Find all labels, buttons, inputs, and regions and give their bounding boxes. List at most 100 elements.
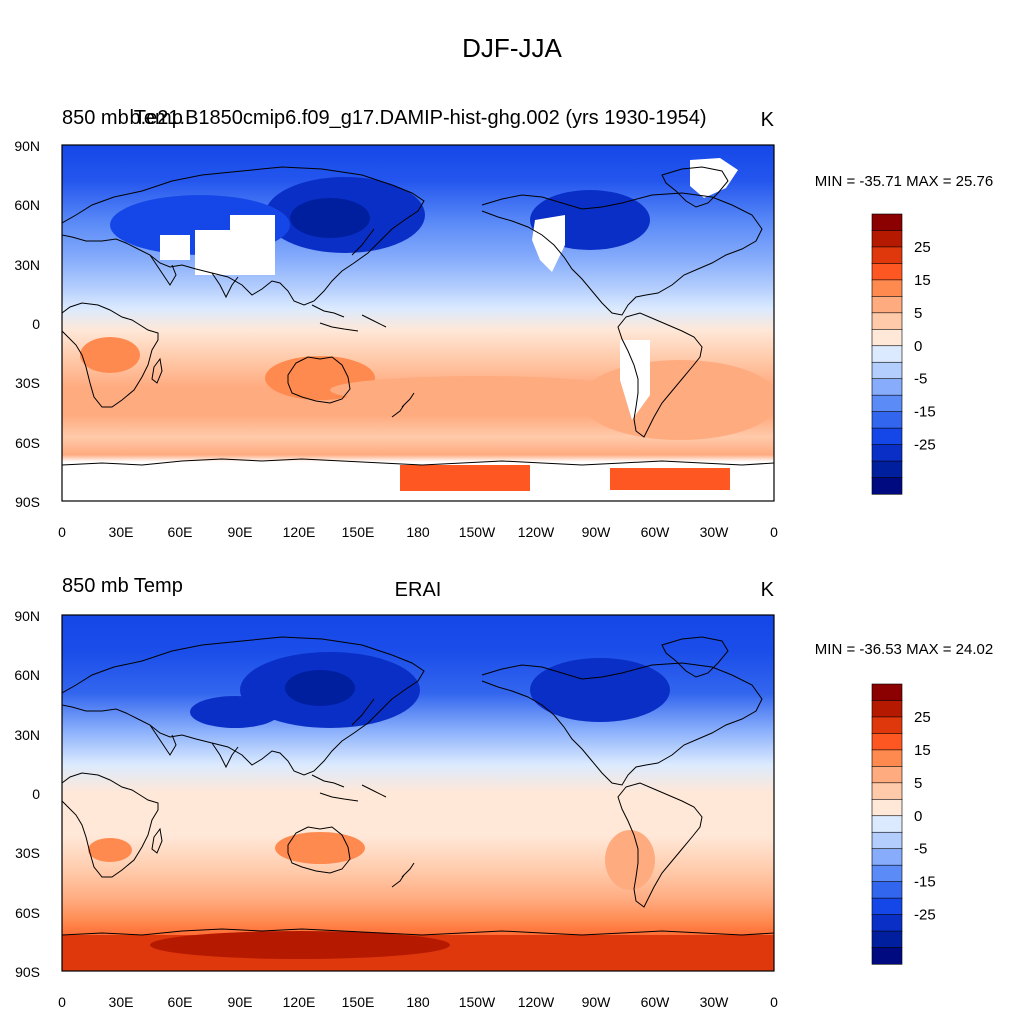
panel-2: 850 mb Temp ERAI K 90N 60N 30N 0 30S 60S… bbox=[14, 575, 993, 1010]
colorbar-swatch bbox=[871, 361, 903, 380]
colorbar-swatch bbox=[871, 460, 903, 479]
x-tick-label: 180 bbox=[406, 994, 430, 1010]
x-tick-label: 150E bbox=[342, 994, 375, 1010]
colorbar-swatch bbox=[871, 312, 903, 330]
y-tick-label: 30N bbox=[14, 727, 40, 743]
colorbar-swatch bbox=[871, 848, 903, 866]
colorbar-label: 15 bbox=[914, 272, 931, 289]
colorbar-label: 15 bbox=[914, 742, 931, 759]
colorbar-swatch bbox=[871, 766, 903, 784]
panel-1-colorbar: 25 15 5 0 -5 -15 -25 bbox=[871, 213, 936, 495]
y-tick-label: 60N bbox=[14, 667, 40, 683]
x-tick-label: 90W bbox=[582, 524, 612, 540]
x-tick-label: 30E bbox=[109, 524, 134, 540]
colorbar-label: -15 bbox=[914, 874, 936, 891]
panel-1-center-title: b.e21.B1850cmip6.f09_g17.DAMIP-hist-ghg.… bbox=[129, 107, 706, 129]
colorbar-swatch bbox=[871, 296, 903, 314]
panel-1-x-ticks: 0 30E 60E 90E 120E 150E 180 150W 120W 90… bbox=[58, 524, 778, 540]
x-tick-label: 120E bbox=[283, 524, 316, 540]
colorbar-swatch bbox=[871, 444, 903, 462]
y-tick-label: 0 bbox=[32, 316, 40, 332]
x-tick-label: 0 bbox=[770, 524, 778, 540]
colorbar-swatch bbox=[871, 881, 903, 899]
x-tick-label: 120E bbox=[283, 994, 316, 1010]
y-tick-label: 60S bbox=[15, 905, 40, 921]
panel-1-y-ticks: 90N 60N 30N 0 30S 60S 90S bbox=[14, 138, 40, 510]
y-tick-label: 90N bbox=[14, 608, 40, 624]
colorbar-swatch bbox=[871, 427, 903, 446]
x-tick-label: 30W bbox=[700, 524, 730, 540]
panel-1-frame bbox=[61, 144, 775, 502]
figure-title: DJF-JJA bbox=[462, 33, 562, 63]
colorbar-swatch bbox=[871, 394, 903, 413]
colorbar-swatch bbox=[871, 815, 903, 833]
colorbar-label: -15 bbox=[914, 404, 936, 421]
colorbar-swatch bbox=[871, 831, 903, 850]
panel-2-y-ticks: 90N 60N 30N 0 30S 60S 90S bbox=[14, 608, 40, 980]
colorbar-swatch bbox=[871, 263, 903, 281]
colorbar-label: 5 bbox=[914, 775, 922, 792]
x-tick-label: 150W bbox=[459, 524, 496, 540]
y-tick-label: 90S bbox=[15, 494, 40, 510]
colorbar-label: 0 bbox=[914, 338, 922, 355]
colorbar-swatch bbox=[871, 230, 903, 248]
x-tick-label: 90E bbox=[228, 994, 253, 1010]
colorbar-swatch bbox=[871, 864, 903, 883]
x-tick-label: 90W bbox=[582, 994, 612, 1010]
colorbar-label: 25 bbox=[914, 239, 931, 256]
x-tick-label: 30W bbox=[700, 994, 730, 1010]
colorbar-swatch bbox=[871, 328, 903, 347]
y-tick-label: 60S bbox=[15, 435, 40, 451]
panel-2-center-title: ERAI bbox=[395, 579, 442, 601]
colorbar-swatch bbox=[871, 914, 903, 932]
y-tick-label: 30S bbox=[15, 375, 40, 391]
x-tick-label: 60W bbox=[641, 994, 671, 1010]
y-tick-label: 60N bbox=[14, 197, 40, 213]
panel-1-left-title: 850 mb Temp bbox=[62, 107, 183, 129]
colorbar-swatch bbox=[871, 683, 903, 702]
colorbar-swatch bbox=[871, 947, 903, 965]
colorbar-swatch bbox=[871, 411, 903, 429]
x-tick-label: 0 bbox=[58, 524, 66, 540]
colorbar-label: -5 bbox=[914, 371, 927, 388]
y-tick-label: 90N bbox=[14, 138, 40, 154]
panel-2-minmax: MIN = -36.53 MAX = 24.02 bbox=[815, 641, 993, 658]
colorbar-swatch bbox=[871, 345, 903, 363]
panel-2-x-ticks: 0 30E 60E 90E 120E 150E 180 150W 120W 90… bbox=[58, 994, 778, 1010]
panel-1-minmax: MIN = -35.71 MAX = 25.76 bbox=[815, 173, 993, 190]
x-tick-label: 30E bbox=[109, 994, 134, 1010]
colorbar-swatch bbox=[871, 477, 903, 495]
colorbar-swatch bbox=[871, 930, 903, 949]
colorbar-swatch bbox=[871, 798, 903, 817]
panel-1-map bbox=[62, 145, 774, 501]
colorbar-swatch bbox=[871, 279, 903, 297]
x-tick-label: 60E bbox=[168, 524, 193, 540]
colorbar-swatch bbox=[871, 378, 903, 396]
x-tick-label: 180 bbox=[406, 524, 430, 540]
panel-2-frame bbox=[61, 614, 775, 972]
panel-2-colorbar: 25 15 5 0 -5 -15 -25 bbox=[871, 683, 936, 965]
colorbar-label: -5 bbox=[914, 841, 927, 858]
colorbar-label: -25 bbox=[914, 907, 936, 924]
panel-1-units: K bbox=[761, 109, 775, 131]
panel-2-left-title: 850 mb Temp bbox=[62, 575, 183, 597]
panel-2-units: K bbox=[761, 579, 775, 601]
x-tick-label: 0 bbox=[58, 994, 66, 1010]
x-tick-label: 150W bbox=[459, 994, 496, 1010]
colorbar-label: 25 bbox=[914, 709, 931, 726]
colorbar-swatch bbox=[871, 782, 903, 800]
x-tick-label: 120W bbox=[518, 524, 555, 540]
y-tick-label: 90S bbox=[15, 964, 40, 980]
y-tick-label: 30N bbox=[14, 257, 40, 273]
y-tick-label: 0 bbox=[32, 786, 40, 802]
colorbar-swatch bbox=[871, 213, 903, 232]
colorbar-swatch bbox=[871, 246, 903, 265]
colorbar-label: 5 bbox=[914, 305, 922, 322]
colorbar-label: 0 bbox=[914, 808, 922, 825]
x-tick-label: 90E bbox=[228, 524, 253, 540]
colorbar-swatch bbox=[871, 749, 903, 767]
panel-2-map bbox=[62, 615, 774, 971]
x-tick-label: 150E bbox=[342, 524, 375, 540]
colorbar-swatch bbox=[871, 897, 903, 916]
